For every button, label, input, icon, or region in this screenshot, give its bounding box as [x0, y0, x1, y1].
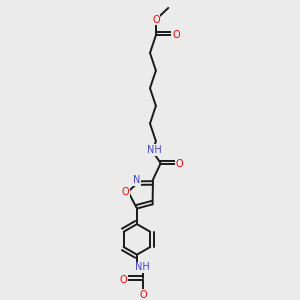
Text: O: O	[152, 15, 160, 25]
Text: O: O	[172, 30, 180, 40]
Text: O: O	[176, 159, 184, 169]
Text: O: O	[119, 275, 127, 285]
Text: NH: NH	[147, 145, 162, 155]
Text: O: O	[139, 290, 147, 300]
Text: NH: NH	[135, 262, 150, 272]
Text: O: O	[122, 187, 129, 196]
Text: N: N	[133, 175, 140, 185]
